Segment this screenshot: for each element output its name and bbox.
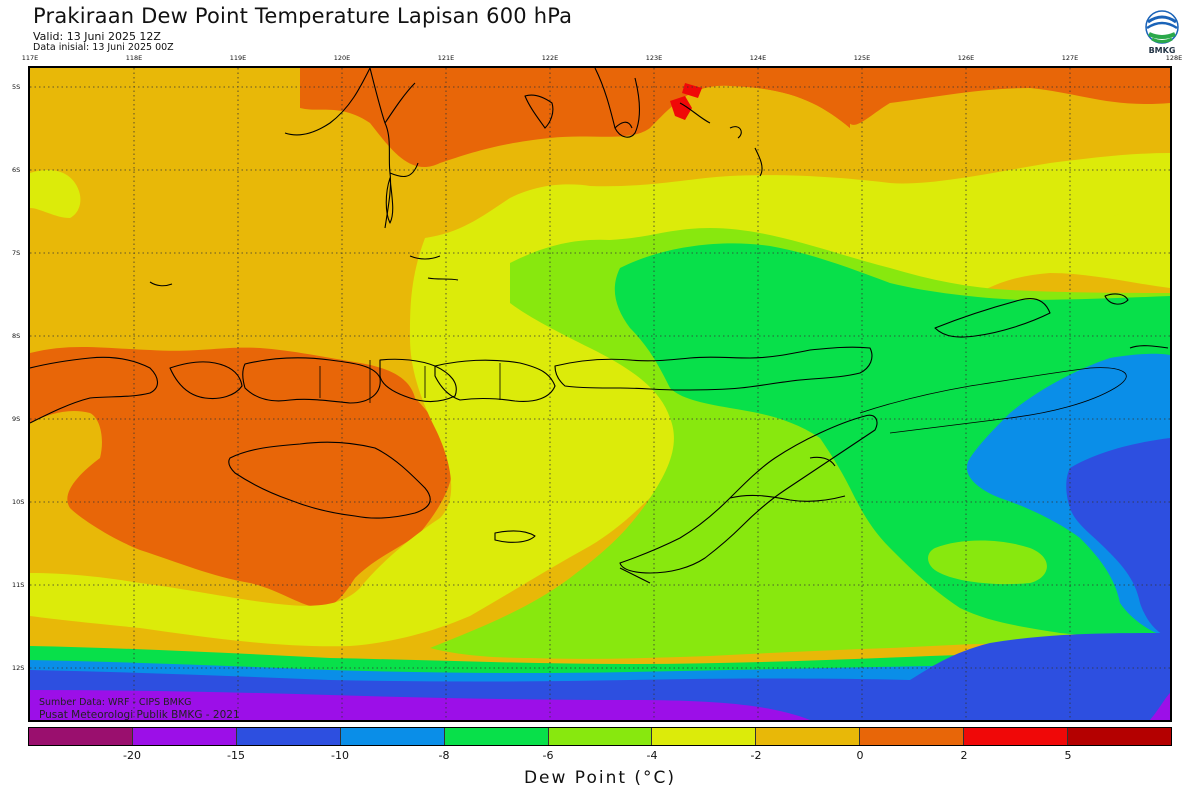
latitude-label: 8S — [12, 332, 21, 340]
bali-coast — [30, 356, 159, 424]
band-blue-east — [1066, 438, 1170, 638]
longitude-label: 126E — [957, 54, 975, 62]
band-violet-se-corner — [1150, 693, 1170, 720]
sumbawa-coast — [242, 357, 381, 404]
rote-coast — [619, 567, 651, 584]
timor-coast — [619, 414, 878, 574]
sumbawa-east-coast — [379, 358, 457, 403]
sumba-coast — [228, 441, 431, 519]
colorbar-segment — [236, 728, 341, 745]
latitude-label: 9S — [12, 415, 21, 423]
colorbar-tick-label: -8 — [438, 749, 450, 762]
atauro-coast — [809, 456, 836, 467]
bmkg-logo-text: BMKG — [1148, 46, 1176, 55]
bmkg-logo-icon — [1145, 10, 1179, 44]
longitude-label: 128E — [1165, 54, 1183, 62]
latitude-label: 5S — [12, 83, 21, 91]
band-orange-north-mid — [670, 68, 1170, 128]
colorbar-segment — [1068, 728, 1171, 745]
colorbar-tick-label: 5 — [1064, 749, 1072, 762]
colorbar-segment — [340, 728, 445, 745]
southeast-sulawesi-coast — [594, 68, 641, 138]
publisher-credit: Pusat Meteorologi Publik BMKG - 2021 — [39, 709, 240, 721]
colorbar-segment — [132, 728, 237, 745]
coastlines — [30, 68, 1169, 584]
band-violet-south — [30, 690, 810, 720]
colorbar-segment — [548, 728, 653, 745]
selayar-coast — [385, 177, 394, 224]
longitude-label: 125E — [853, 54, 871, 62]
colorbar-tick-label: -6 — [542, 749, 554, 762]
colorbar-tick-label: -2 — [750, 749, 762, 762]
colorbar-segment — [29, 728, 133, 745]
longitude-label: 124E — [749, 54, 767, 62]
buton-coast — [524, 94, 554, 129]
flores-sea-islets — [149, 255, 459, 287]
longitude-label: 122E — [541, 54, 559, 62]
colorbar-segment — [756, 728, 861, 745]
colorbar-title: Dew Point (°C) — [523, 768, 677, 788]
band-orange-north — [300, 68, 850, 168]
political-boundaries — [319, 360, 1127, 434]
colorbar-segment — [860, 728, 965, 745]
dew-point-field — [30, 68, 1170, 720]
init-time: Data inisial: 13 Juni 2025 00Z — [33, 42, 174, 53]
colorbar-tick-label: -15 — [227, 749, 245, 762]
band-orange-northeast — [830, 68, 1170, 125]
band-red-north — [670, 83, 702, 120]
timor-leste-border — [729, 494, 846, 502]
map-title: Prakiraan Dew Point Temperature Lapisan … — [33, 4, 573, 28]
colorbar-tick-label: 2 — [960, 749, 968, 762]
banda-islands — [679, 102, 763, 177]
flores-coast — [434, 359, 556, 402]
valid-time: Valid: 13 Juni 2025 12Z — [33, 30, 161, 43]
band-yellow-nw-patch — [30, 170, 81, 218]
eez-boundary — [859, 367, 1127, 434]
lombok-coast — [169, 361, 243, 400]
longitude-label: 118E — [125, 54, 143, 62]
latitude-label: 10S — [12, 498, 25, 506]
colorbar-segment — [444, 728, 549, 745]
longitude-label: 117E — [21, 54, 39, 62]
flores-east-coast — [554, 346, 873, 391]
longitude-label: 127E — [1061, 54, 1079, 62]
latitude-label: 7S — [12, 249, 21, 257]
dew-point-map — [28, 66, 1172, 722]
band-green — [614, 243, 1170, 638]
longitude-label: 121E — [437, 54, 455, 62]
lat-lon-grid — [30, 68, 1170, 720]
colorbar-tick-label: -10 — [331, 749, 349, 762]
longitude-label: 120E — [333, 54, 351, 62]
babar-islands — [1104, 293, 1169, 349]
latitude-label: 6S — [12, 166, 21, 174]
colorbar-segment — [652, 728, 757, 745]
latitude-label: 11S — [12, 581, 25, 589]
band-lime-island-east — [928, 540, 1047, 585]
longitude-label: 119E — [229, 54, 247, 62]
colorbar-tick-label: -4 — [646, 749, 658, 762]
bmkg-logo: BMKG — [1143, 8, 1181, 58]
longitude-label: 123E — [645, 54, 663, 62]
sulawesi-coast — [284, 68, 419, 229]
colorbar — [28, 727, 1172, 746]
band-yellow-ne-patch — [1110, 209, 1170, 268]
data-source-credit: Sumber Data: WRF - CIPS BMKG — [39, 697, 192, 708]
colorbar-tick-label: -20 — [123, 749, 141, 762]
colorbar-tick-label: 0 — [856, 749, 864, 762]
colorbar-segment — [964, 728, 1069, 745]
wetar-coast — [934, 297, 1051, 338]
latitude-label: 12S — [12, 664, 25, 672]
sawu-coast — [494, 530, 536, 543]
